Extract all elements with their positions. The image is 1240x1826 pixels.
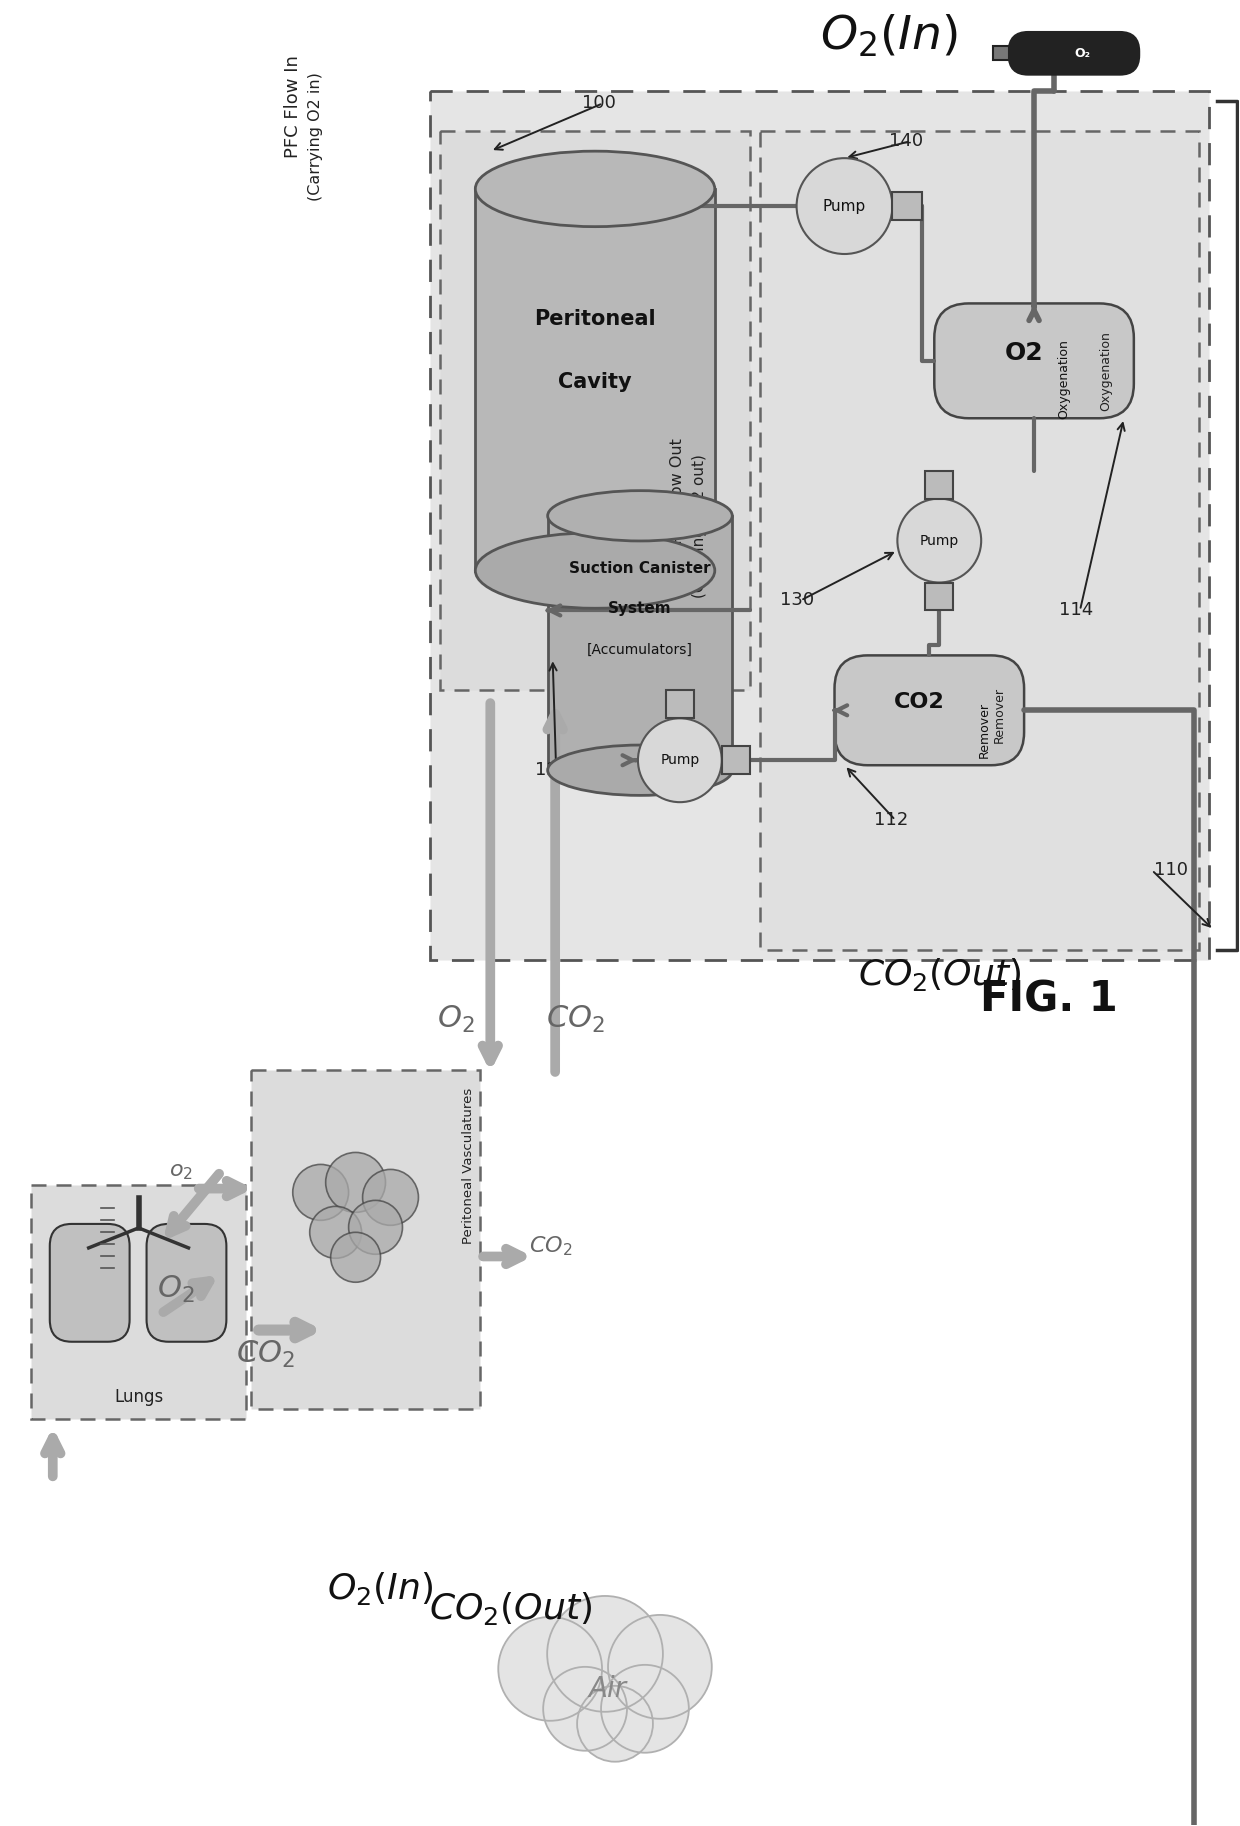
Circle shape <box>601 1665 689 1753</box>
Bar <box>893 192 923 221</box>
Circle shape <box>577 1685 653 1762</box>
Bar <box>548 515 733 771</box>
Bar <box>440 131 750 690</box>
Text: FIG. 1: FIG. 1 <box>980 979 1118 1021</box>
FancyBboxPatch shape <box>50 1223 130 1342</box>
Circle shape <box>331 1233 381 1282</box>
Text: PFC Flow In: PFC Flow In <box>284 55 301 157</box>
Bar <box>760 131 1199 950</box>
Circle shape <box>326 1152 386 1212</box>
Text: System: System <box>608 601 672 615</box>
Bar <box>722 747 750 774</box>
Text: $O_2$: $O_2$ <box>157 1275 195 1306</box>
Bar <box>993 46 1009 60</box>
Bar <box>430 91 1209 960</box>
Circle shape <box>637 718 722 802</box>
Text: $CO_2$: $CO_2$ <box>528 1234 572 1258</box>
Text: (Carrying O2 in): (Carrying O2 in) <box>309 71 324 201</box>
Ellipse shape <box>548 745 733 796</box>
Circle shape <box>608 1614 712 1718</box>
Text: CO2: CO2 <box>894 692 945 712</box>
Circle shape <box>898 498 981 582</box>
Text: O₂: O₂ <box>1074 47 1090 60</box>
Bar <box>666 690 694 718</box>
Bar <box>925 582 954 610</box>
FancyBboxPatch shape <box>146 1223 227 1342</box>
Text: O2: O2 <box>1004 341 1043 365</box>
Text: (Carrying CO2 out): (Carrying CO2 out) <box>692 453 707 597</box>
Text: $\mathit{O_2(In)}$: $\mathit{O_2(In)}$ <box>821 13 959 60</box>
Text: 100: 100 <box>582 95 616 111</box>
Ellipse shape <box>475 152 714 226</box>
Circle shape <box>498 1618 603 1720</box>
Text: Oxygenation: Oxygenation <box>1100 331 1112 411</box>
Text: Air: Air <box>589 1674 627 1704</box>
Text: Remover: Remover <box>993 687 1006 743</box>
Text: 114: 114 <box>1059 601 1094 619</box>
FancyBboxPatch shape <box>934 303 1133 418</box>
Text: Peritoneal Vasculatures: Peritoneal Vasculatures <box>463 1088 475 1244</box>
Bar <box>250 1070 480 1410</box>
Text: Pump: Pump <box>660 754 699 767</box>
Text: Pump: Pump <box>823 199 866 214</box>
Text: PFC Flow Out: PFC Flow Out <box>671 438 686 544</box>
Text: Lungs: Lungs <box>114 1388 164 1406</box>
Text: $\mathit{CO_2(Out)}$: $\mathit{CO_2(Out)}$ <box>858 957 1021 993</box>
Circle shape <box>796 159 893 254</box>
Text: $CO_2$: $CO_2$ <box>237 1338 295 1370</box>
Circle shape <box>348 1200 403 1254</box>
Ellipse shape <box>548 491 733 540</box>
Text: $O_2$: $O_2$ <box>436 1004 474 1035</box>
Text: $CO_2$: $CO_2$ <box>546 1004 605 1035</box>
Text: 140: 140 <box>889 131 924 150</box>
Bar <box>475 188 714 570</box>
Circle shape <box>543 1667 627 1751</box>
Text: Cavity: Cavity <box>558 373 632 393</box>
Bar <box>31 1185 246 1419</box>
Text: 112: 112 <box>874 811 909 829</box>
Text: Pump: Pump <box>920 533 959 548</box>
Circle shape <box>310 1207 362 1258</box>
Circle shape <box>547 1596 663 1711</box>
Text: 130: 130 <box>610 782 644 800</box>
Ellipse shape <box>475 533 714 608</box>
Text: 130: 130 <box>780 592 813 610</box>
Bar <box>925 471 954 498</box>
FancyBboxPatch shape <box>1009 33 1138 75</box>
Text: $\mathit{CO_2(Out)}$: $\mathit{CO_2(Out)}$ <box>429 1590 591 1627</box>
Text: 120: 120 <box>536 761 569 780</box>
Text: $\mathit{O_2(In)}$: $\mathit{O_2(In)}$ <box>327 1570 434 1607</box>
Text: Remover: Remover <box>977 703 991 758</box>
Text: Oxygenation: Oxygenation <box>1058 340 1070 418</box>
Text: Peritoneal: Peritoneal <box>534 309 656 329</box>
Text: [Accumulators]: [Accumulators] <box>587 643 693 657</box>
Circle shape <box>293 1165 348 1220</box>
Circle shape <box>362 1169 418 1225</box>
FancyBboxPatch shape <box>835 656 1024 765</box>
Text: 110: 110 <box>1153 862 1188 878</box>
Text: $o_2$: $o_2$ <box>169 1161 193 1181</box>
Text: Suction Canister: Suction Canister <box>569 561 711 577</box>
